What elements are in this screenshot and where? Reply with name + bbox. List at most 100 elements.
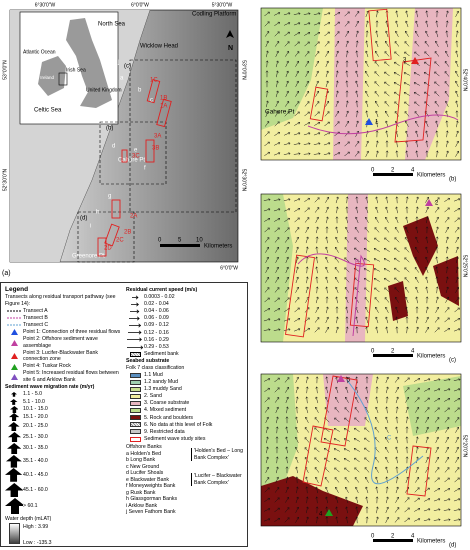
panel-label: (a) [2,270,11,277]
legend-item: Point 3: Lucifer-Blackwater Bank connect… [5,350,122,363]
point-marker [325,509,333,516]
legend-text: i Arklow Bank [126,502,158,509]
site-label: 1C [150,78,158,84]
lon-label: 6°0'0"W [131,2,149,8]
legend-icon [126,316,144,321]
legend-text: Transect C [23,321,49,328]
legend-text: 25.1 - 30.0 [23,433,48,440]
legend-icon [5,323,23,327]
legend-item: 35.1 - 40.0 [5,454,122,468]
scale-label: 0 [158,238,162,244]
legend-item: 0.09 - 0.12 [126,322,243,329]
legend-text: 0.12 - 0.16 [144,329,169,336]
scale-unit: Kilometers [417,354,445,360]
legend-icon [5,363,23,370]
bank-letter: e [134,148,138,154]
arrow-field [263,196,461,334]
scale-label: 10 [196,238,203,244]
legend-text: 6. No data at this level of Folk [144,421,213,428]
legend-heading: Seabed substrate [126,358,170,365]
point-label: 5 [347,378,351,384]
legend-icon [126,337,144,342]
legend-text: 30.1 - 35.0 [23,445,48,452]
legend-item: 3. Coarse substrate [126,400,243,407]
transect-c [346,379,424,485]
legend: Legend Transects along residual transport… [0,282,248,547]
legend-item: 1.2 sandy Mud [126,379,243,386]
legend-text: j Seven Fathom Bank [126,509,176,516]
transect-label: C [387,436,392,442]
legend-item: 1.3 muddy Sand [126,386,243,393]
legend-icon [126,309,144,314]
place-label: Celtic Sea [34,108,62,114]
bank-letter: c [150,98,153,104]
legend-text: 4. Mixed sediment [144,407,187,414]
legend-icon [5,329,23,336]
legend-item: 0.29 - 0.53 [126,344,243,351]
legend-text: 0.0003 - 0.02 [144,294,175,301]
site-label: 2B [124,230,131,236]
legend-icon [126,345,144,350]
inset-extent [58,72,68,86]
legend-text: Point 5: Increased residual flows betwee… [23,370,119,383]
legend-title: Legend [5,286,29,293]
point-label: 2 [435,201,439,207]
place-label: Irish Sea [66,67,86,73]
legend-item: Sediment bank [126,351,243,358]
scale-label: 4 [411,534,415,540]
bank-letter: i [90,224,91,230]
legend-icon [126,295,144,300]
extent-box [99,121,167,185]
scale-bar [373,173,413,176]
box-label: (d) [80,216,87,222]
legend-item: 40.1 - 45.0 [5,468,122,482]
place-label: Greenore Pt [72,254,105,260]
bank-list: Offshore Banks a Holden's Bed b Long Bank c… [126,444,191,516]
legend-item: Point 5: Increased residual flows betwee… [5,370,122,383]
site-label: 2C [116,238,124,244]
legend-text: 1.3 muddy Sand [144,386,182,393]
legend-left: Legend Transects along residual transport… [3,285,124,544]
banks-block: Offshore Banks a Holden's Bed b Long Bank c… [126,444,243,516]
legend-text: 10.1 - 15.0 [23,405,48,412]
place-label: Wicklow Head [140,44,178,50]
lat-label: 53°0'0"N [241,60,247,80]
scale-bar [373,539,413,542]
scale-label: 4 [411,168,415,174]
legend-text: 1.1 - 5.0 [23,391,43,398]
transect-a [307,114,459,135]
point-label: 4 [319,512,323,518]
transect-b [297,253,365,337]
bank-labels: a b c d e f g h i j [90,60,153,230]
site-label: 1A [160,104,167,110]
legend-icon [126,379,144,385]
legend-heading: Folk 7 class classification [126,364,185,371]
place-label: Atlantic Ocean [23,49,56,55]
legend-text: 0.06 - 0.09 [144,315,169,322]
legend-item: 15.1 - 20.0 [5,413,122,422]
panel-label: (c) [449,358,456,364]
legend-text: 'Lucifer – Blackwater Bank Complex' [191,473,243,487]
legend-item: 6. No data at this level of Folk [126,422,243,429]
scale-unit: Kilometers [204,244,232,250]
lat-label: 52°30'0"N [2,168,8,191]
legend-heading: Offshore Banks [126,444,162,451]
north-arrow: N [228,45,233,52]
legend-text: 5.1 - 10.0 [23,398,45,405]
lat-label: 52°40'0"N [462,69,468,92]
point-label: 1 [375,120,379,126]
bank-letter: b [138,88,142,94]
legend-text: h Glassgorman Banks [126,496,178,503]
legend-text: c New Ground [126,463,160,470]
legend-item: 0.06 - 0.09 [126,315,243,322]
legend-text: b Long Bank [126,457,156,464]
scale-label: 2 [391,534,395,540]
site-label: 3C [132,154,140,160]
legend-icon [126,415,144,421]
substrate-coarse [345,194,368,342]
substrate-rock [388,216,459,321]
legend-icon [126,401,144,407]
site-label: 2D [104,246,112,252]
legend-text: 'Holden's Bed – Long Bank Complex' [191,448,243,462]
